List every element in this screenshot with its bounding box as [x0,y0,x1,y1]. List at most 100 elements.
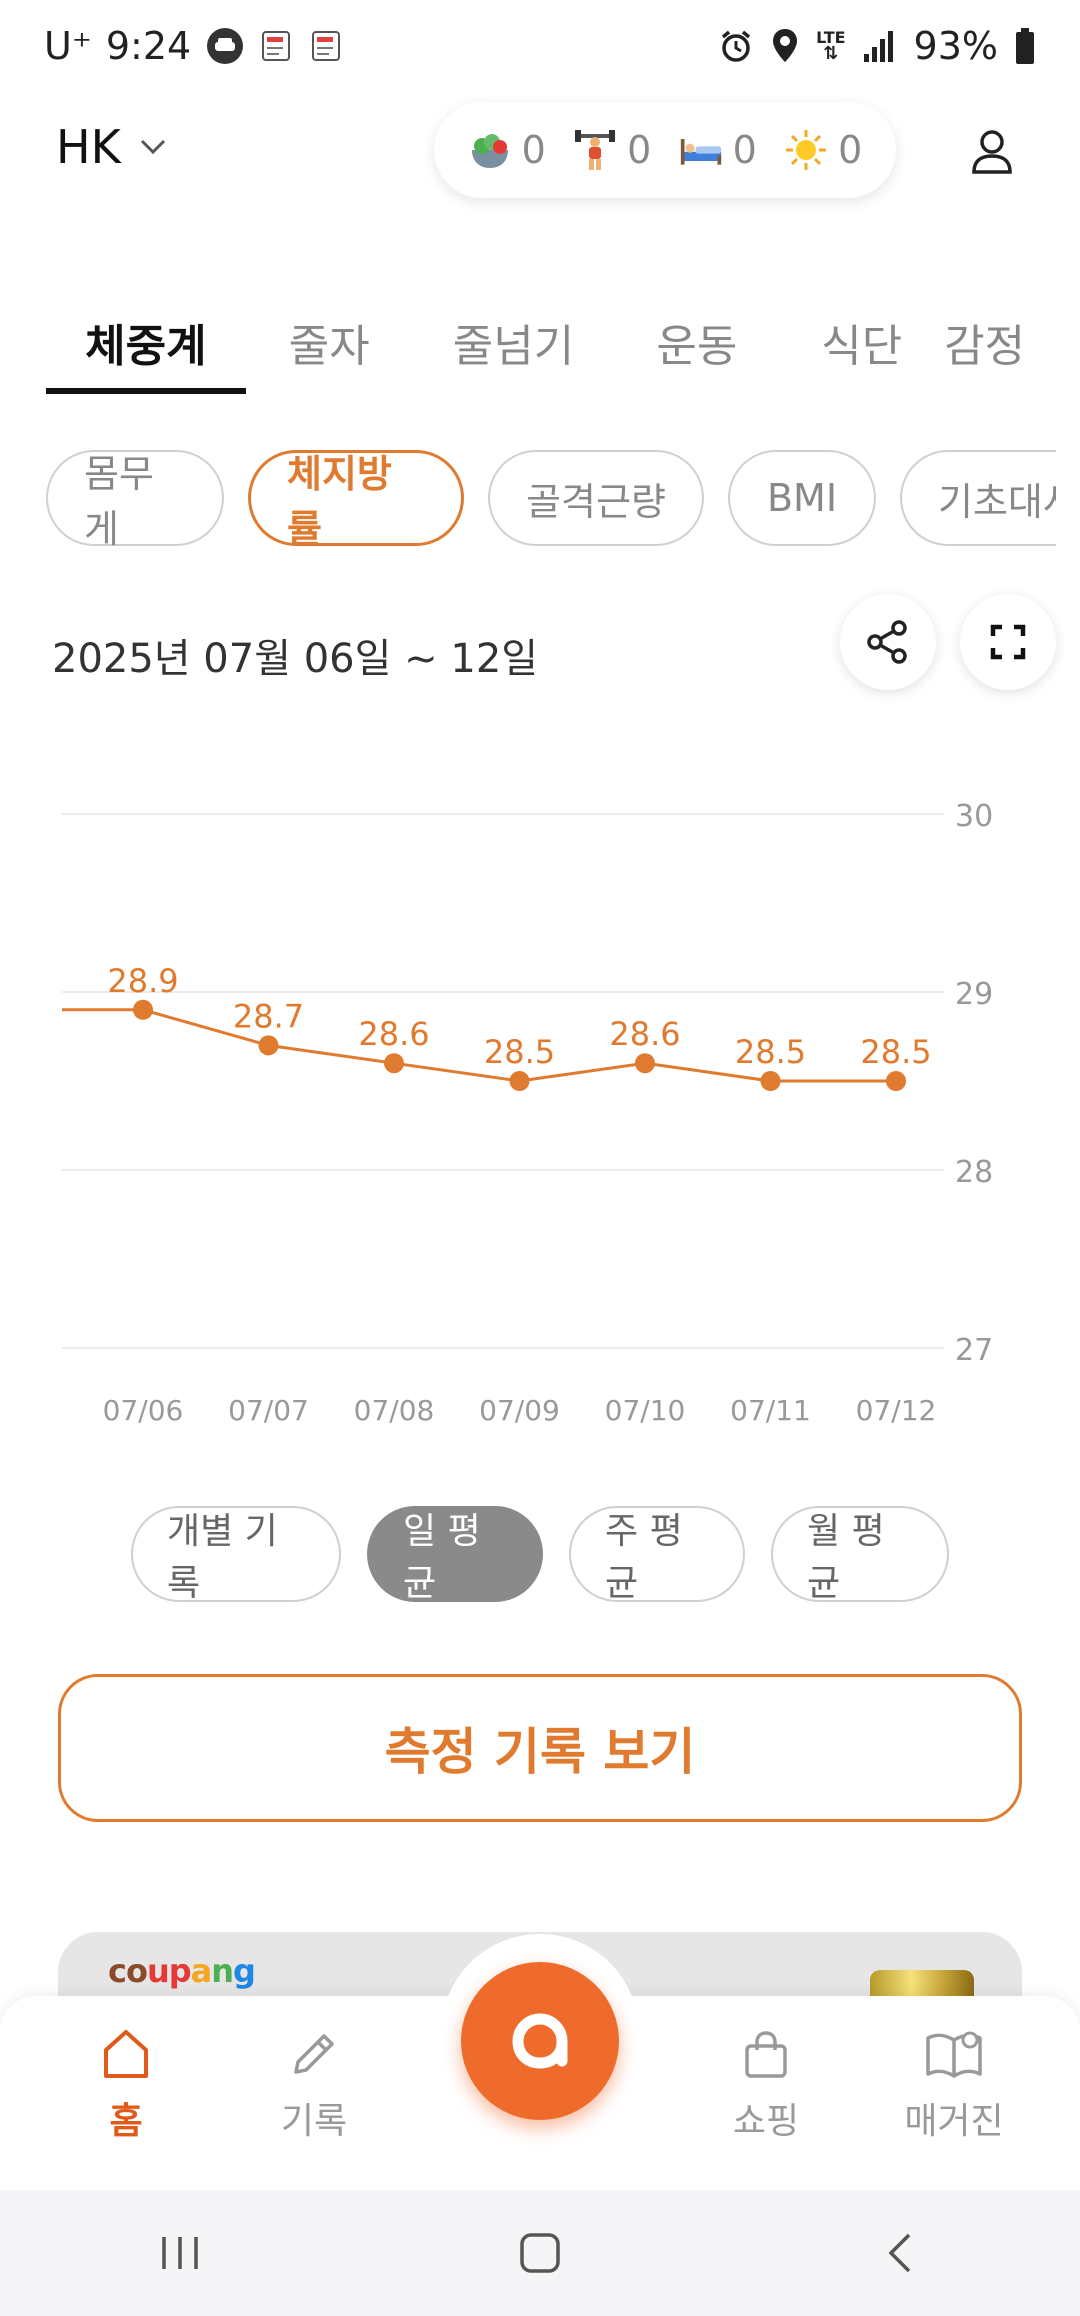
home-icon [104,2030,148,2078]
chip-bmi[interactable]: BMI [728,450,876,546]
nav-record[interactable]: 기록 [234,2026,394,2176]
counter-mood: 0 [784,128,862,172]
metric-chips: 몸무게 체지방률 골격근량 BMI 기초대사 [46,450,1056,548]
data-label: 28.7 [233,997,304,1035]
pencil-icon [294,2034,334,2074]
app-header: HK 0 0 0 0 [0,96,1080,206]
data-point [635,1053,655,1074]
x-tick-label: 07/08 [354,1394,435,1427]
counter-sleep: 0 [679,128,757,172]
status-time: 9:24 [105,24,192,68]
date-range-label: 2025년 07월 06일 ~ 12일 [52,636,539,682]
shopping-bag-icon [745,2031,787,2078]
nav-magazine[interactable]: 매거진 [874,2026,1034,2176]
coupang-logo: coupang [108,1952,256,1990]
tab-tape-measure[interactable]: 줄자 [288,321,370,372]
profile-selector[interactable]: HK [56,120,167,174]
magazine-icon [926,2031,982,2078]
chip-basal-metabolism[interactable]: 기초대사 [900,450,1056,546]
chip-weight[interactable]: 몸무게 [46,450,224,548]
tab-scale[interactable]: 체중계 [46,290,246,394]
tab-exercise[interactable]: 운동 [656,321,738,372]
agg-monthly-average[interactable]: 월 평균 [771,1506,949,1604]
salad-icon [468,128,512,172]
data-label: 28.6 [358,1015,429,1053]
agg-weekly-average[interactable]: 주 평균 [569,1506,745,1604]
network-label: LTE [816,28,846,47]
nav-label: 쇼핑 [732,2101,800,2142]
data-point [384,1053,404,1074]
data-label: 28.6 [609,1015,680,1053]
share-icon [867,620,907,664]
nav-label: 홈 [109,2101,143,2142]
system-navigation-bar [0,2190,1080,2316]
battery-icon [1014,27,1036,65]
agg-individual-records[interactable]: 개별 기록 [131,1506,341,1604]
counter-exercise: 0 [573,128,651,172]
nav-shopping[interactable]: 쇼핑 [686,2026,846,2176]
back-chevron-icon [888,2233,911,2273]
fullscreen-button[interactable] [960,594,1056,690]
recent-apps-icon [162,2237,198,2269]
data-point [258,1035,279,1056]
alarm-icon [718,28,754,64]
tab-jump-rope[interactable]: 줄넘기 [452,321,575,372]
chip-body-fat[interactable]: 체지방률 [248,450,464,548]
status-bar: U⁺ 9:24 LTE ⇅ 93% [0,0,1080,92]
user-icon [972,130,1012,174]
y-tick-label: 27 [955,1333,993,1368]
data-label: 28.9 [107,962,178,1000]
home-system-button[interactable] [480,2213,600,2293]
chip-skeletal-muscle[interactable]: 골격근량 [488,450,704,546]
weightlifter-icon [573,128,617,172]
profile-name: HK [56,120,121,174]
data-point [886,1071,906,1091]
recent-apps-button[interactable] [120,2213,240,2293]
share-button[interactable] [840,594,936,690]
daily-counters[interactable]: 0 0 0 0 [434,102,896,198]
y-tick-label: 30 [955,799,993,834]
sun-icon [784,128,828,172]
series-line [62,1008,896,1083]
aggregation-tabs: 개별 기록 일 평균 주 평균 월 평균 [0,1506,1080,1604]
center-action-button[interactable] [461,1962,619,2120]
note-app-icon [259,28,295,64]
nav-label: 매거진 [904,2101,1004,2142]
x-tick-label: 07/07 [228,1394,309,1427]
signal-icon [862,28,898,64]
tab-diet[interactable]: 식단 [821,321,903,372]
battery-percent: 93% [913,24,998,68]
app-logo-icon [512,2013,568,2069]
x-tick-label: 07/11 [730,1394,811,1427]
counter-value: 0 [838,128,863,172]
user-profile-button[interactable] [962,122,1022,182]
main-category-tabs: 체중계 줄자 줄넘기 운동 식단 감정 [0,290,1080,394]
data-label: 28.5 [484,1033,555,1071]
agg-daily-average[interactable]: 일 평균 [367,1506,543,1604]
tab-emotion[interactable]: 감정 [944,321,1026,372]
counter-value: 0 [521,128,546,172]
view-records-button[interactable]: 측정 기록 보기 [58,1674,1022,1822]
x-tick-label: 07/10 [605,1394,686,1427]
counter-value: 0 [732,128,757,172]
chevron-down-icon [140,139,165,155]
x-tick-label: 07/06 [103,1394,184,1427]
data-label: 28.5 [860,1033,931,1071]
body-fat-chart: 30 29 28 27 28.9 07/06 28.7 07/07 28.6 07/08 28.5 0… [0,760,1080,1450]
nav-home[interactable]: 홈 [46,2026,206,2176]
line-chart-svg: 30 29 28 27 28.9 07/06 28.7 07/07 28.6 07/08 28.5 0… [62,799,993,1427]
y-tick-label: 28 [955,1155,993,1190]
nav-label: 기록 [280,2101,348,2142]
counter-value: 0 [627,128,652,172]
carrier-label: U⁺ [44,24,92,68]
data-point [133,999,153,1020]
x-tick-label: 07/12 [856,1394,937,1427]
back-button[interactable] [840,2213,960,2293]
location-icon [770,27,800,65]
bed-icon [679,128,723,172]
ad-logo-text: coupang [108,1952,256,1990]
y-tick-label: 29 [955,977,993,1012]
car-icon [205,26,245,66]
data-label: 28.5 [735,1033,806,1071]
data-point [509,1071,530,1091]
